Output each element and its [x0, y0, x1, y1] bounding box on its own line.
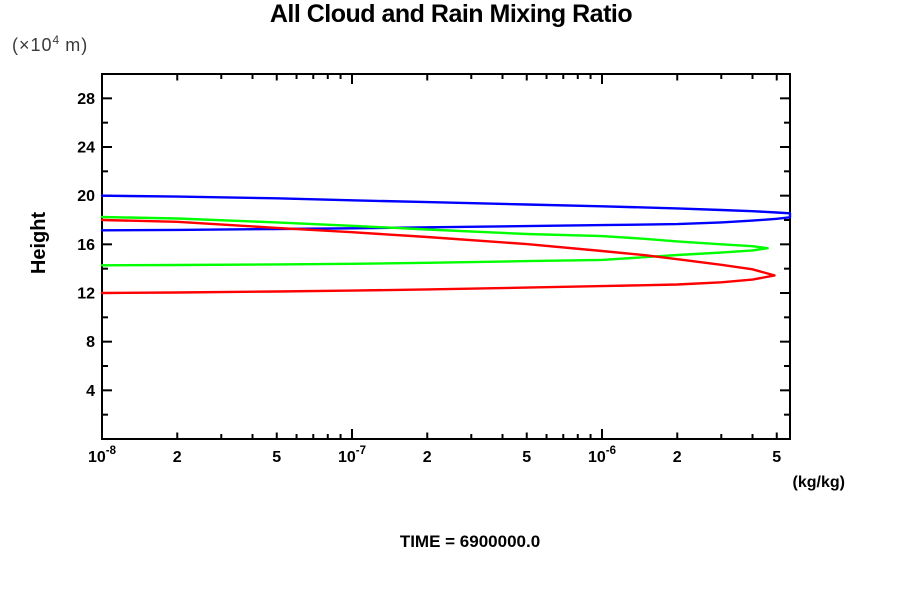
- plot-box: [101, 73, 791, 440]
- x-tick-label: 10-6: [588, 445, 616, 466]
- x-tick-label: 10-7: [338, 445, 366, 466]
- x-tick-label: 5: [272, 449, 281, 466]
- y-tick-label: 28: [77, 91, 95, 108]
- x-tick-label: 2: [173, 449, 182, 466]
- series-green-curve: [100, 215, 769, 267]
- y-unit-prefix: (×10: [12, 35, 53, 55]
- y-axis-ticks: [103, 97, 789, 416]
- y-unit-superscript: 4: [52, 33, 60, 47]
- x-tick-label: 5: [772, 449, 781, 466]
- y-tick-label: 24: [77, 140, 95, 157]
- x-axis-labels: 10-8 2 5 10-7 2 5 10-6 2 5: [88, 445, 781, 466]
- series-blue-curve: [100, 194, 792, 232]
- chart-title: All Cloud and Rain Mixing Ratio: [269, 0, 633, 28]
- y-axis-unit-label: (×104 m): [12, 33, 88, 56]
- y-tick-label: 20: [77, 188, 95, 205]
- x-axis-unit-label: (kg/kg): [792, 474, 845, 491]
- x-tick-label: 5: [522, 449, 531, 466]
- x-axis-ticks: [101, 75, 778, 438]
- y-axis-title: Height: [28, 211, 50, 275]
- x-tick-label: 10-8: [88, 445, 117, 466]
- time-annotation: TIME = 6900000.0: [399, 532, 541, 551]
- series-red-curve: [100, 218, 776, 295]
- y-tick-label: 8: [86, 334, 95, 351]
- y-tick-label: 4: [86, 383, 95, 400]
- y-tick-label: 12: [77, 286, 95, 303]
- y-axis-labels: 4 8 12 16 20 24 28: [77, 91, 95, 400]
- x-tick-label: 2: [423, 449, 432, 466]
- y-tick-label: 16: [77, 237, 95, 254]
- y-unit-suffix: m): [59, 35, 89, 55]
- x-tick-label: 2: [673, 449, 682, 466]
